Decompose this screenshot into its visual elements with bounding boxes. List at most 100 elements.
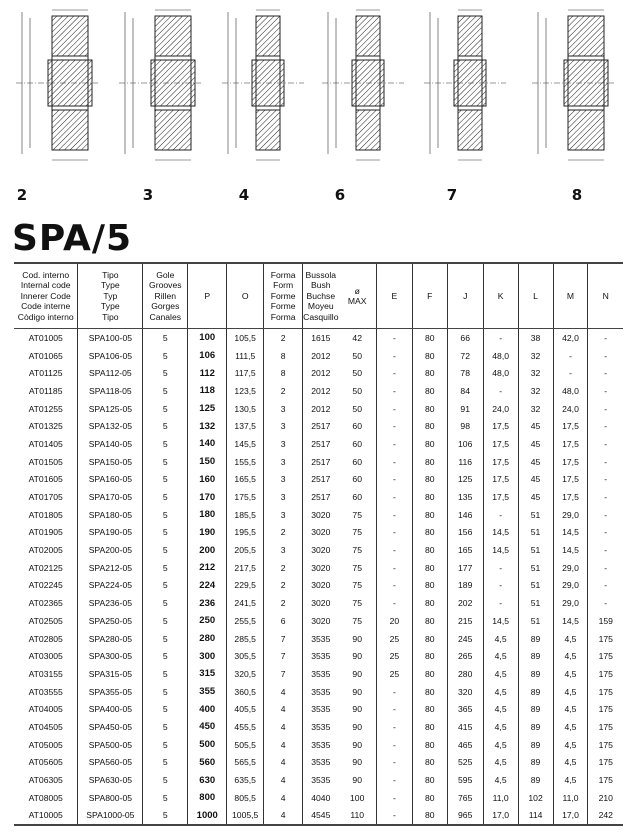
table-row: AT01605 SPA160-05 5 160 165,5 3 2517 60-80 125 17… xyxy=(14,470,623,489)
table-cell: 89 xyxy=(517,629,554,648)
table-cell: 89 xyxy=(517,718,554,736)
table-cell: 42 xyxy=(352,332,362,343)
table-row: AT01185 SPA118-05 5 118 123,5 2 2012 50-80 84-32… xyxy=(14,382,623,400)
table-cell: SPA250-05 xyxy=(77,612,143,630)
table-cell: AT01405 xyxy=(28,438,63,449)
column-header: F xyxy=(411,263,448,329)
table-cell: 4,5 xyxy=(552,629,588,648)
table-cell: 80 xyxy=(411,399,448,418)
table-cell: 48,0 xyxy=(482,346,519,365)
table-cell: 245 xyxy=(446,629,484,648)
column-header: M xyxy=(552,263,588,329)
table-cell: AT02365 xyxy=(28,598,63,609)
table-cell: 98 xyxy=(446,417,484,436)
table-cell: 5 xyxy=(142,541,188,559)
table-cell: 66 xyxy=(446,328,484,347)
table-cell: 89 xyxy=(517,753,554,772)
pulley-drawing xyxy=(532,9,614,161)
table-cell: - xyxy=(552,346,588,365)
table-cell: - xyxy=(482,558,519,577)
table-cell: SPA212-05 xyxy=(77,558,143,577)
table-cell: - xyxy=(587,435,623,453)
table-cell: 80 xyxy=(411,594,448,612)
table-cell: 135 xyxy=(446,488,484,506)
table-cell: SPA630-05 xyxy=(77,771,143,789)
table-cell: AT02505 xyxy=(28,615,63,626)
table-cell: 595 xyxy=(446,771,484,789)
table-cell: 100 xyxy=(187,328,227,347)
table-cell: 5 xyxy=(142,612,188,630)
table-cell: SPA450-05 xyxy=(77,718,143,736)
table-cell: SPA100-05 xyxy=(77,328,143,347)
table-cell: 75 xyxy=(352,509,362,520)
column-header: Gole Grooves Rillen Gorges Canales xyxy=(142,263,188,329)
table-cell: 5 xyxy=(142,629,188,648)
table-cell: 91 xyxy=(446,399,484,418)
table-cell: 24,0 xyxy=(552,399,588,418)
table-cell: 4545 xyxy=(302,806,339,826)
table-cell: 90 xyxy=(352,721,362,732)
table-row: AT01065 SPA106-05 5 106 111,5 8 2012 50-80 72 48,… xyxy=(14,346,623,365)
table-cell: 175 xyxy=(587,753,623,772)
table-cell: 5 xyxy=(142,364,188,383)
table-cell: 80 xyxy=(411,541,448,559)
table-cell: 170 xyxy=(187,488,227,506)
table-cell: - xyxy=(587,470,623,489)
table-cell: 200 xyxy=(187,541,227,559)
table-cell: 4,5 xyxy=(552,647,588,666)
table-row: AT03555 SPA355-05 5 355 360,5 4 3535 90-80 320 4,… xyxy=(14,682,623,701)
table-cell: 75 xyxy=(352,598,362,609)
table-cell: 360,5 xyxy=(226,682,264,701)
table-cell: 130,5 xyxy=(226,399,264,418)
table-cell: 17,5 xyxy=(552,488,588,506)
table-cell: SPA106-05 xyxy=(77,346,143,365)
table-cell: - xyxy=(375,771,413,789)
table-cell: 300 xyxy=(187,647,227,666)
table-cell: SPA1000-05 xyxy=(77,806,143,826)
table-cell: 51 xyxy=(517,523,554,542)
table-cell: 4,5 xyxy=(552,665,588,683)
table-row: AT05605 SPA560-05 5 560 565,5 4 3535 90-80 525 4,… xyxy=(14,753,623,772)
table-cell: 17,5 xyxy=(552,435,588,453)
table-row: AT01005 SPA100-05 5 100 105,5 2 1615 42-80 66-38… xyxy=(14,328,623,347)
table-cell: 5 xyxy=(142,558,188,577)
table-cell: 415 xyxy=(446,718,484,736)
table-cell: - xyxy=(375,753,413,772)
table-cell: 4 xyxy=(263,682,303,701)
table-cell: 90 xyxy=(352,633,362,644)
pulley-spec-table: Cod. interno Internal code Innerer Code … xyxy=(14,262,623,827)
table-cell: - xyxy=(587,505,623,524)
table-cell: 125 xyxy=(187,399,227,418)
table-cell: SPA190-05 xyxy=(77,523,143,542)
table-cell: AT01905 xyxy=(28,527,63,538)
table-cell: 5 xyxy=(142,735,188,754)
table-cell: 17,5 xyxy=(482,435,519,453)
table-cell: SPA200-05 xyxy=(77,541,143,559)
table-cell: 51 xyxy=(517,594,554,612)
table-cell: SPA300-05 xyxy=(77,647,143,666)
table-cell: 3535 xyxy=(302,665,339,683)
table-cell: 145,5 xyxy=(226,435,264,453)
table-cell: 38 xyxy=(517,328,554,347)
column-header: O xyxy=(226,263,264,329)
table-cell: 6 xyxy=(263,612,303,630)
table-cell: 80 xyxy=(411,718,448,736)
table-cell: 5 xyxy=(142,382,188,400)
table-cell: 4 xyxy=(263,735,303,754)
table-cell: 5 xyxy=(142,771,188,789)
table-cell: AT01185 xyxy=(28,385,63,396)
table-cell: - xyxy=(587,382,623,400)
table-cell: 80 xyxy=(411,364,448,383)
table-cell: 3535 xyxy=(302,647,339,666)
table-cell: AT01005 xyxy=(28,332,63,343)
table-cell: 202 xyxy=(446,594,484,612)
table-cell: 1615 xyxy=(302,328,339,347)
table-cell: SPA500-05 xyxy=(77,735,143,754)
table-cell: 90 xyxy=(352,668,362,679)
table-cell: AT06305 xyxy=(28,775,63,786)
table-cell: 242 xyxy=(587,806,623,826)
table-cell: AT01605 xyxy=(28,474,63,485)
table-cell: 2517 xyxy=(302,452,339,471)
table-cell: - xyxy=(375,576,413,595)
